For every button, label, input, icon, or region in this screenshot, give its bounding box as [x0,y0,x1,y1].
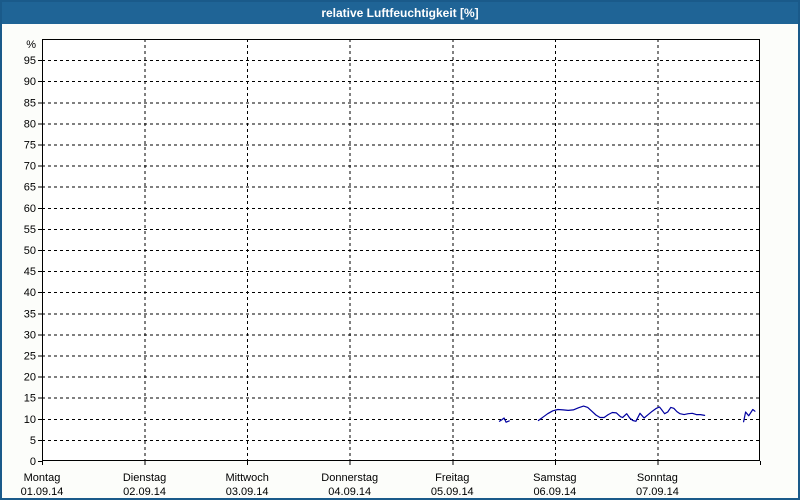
y-tick-label: 25 [24,351,36,363]
x-day-weekday-label: Mittwoch [225,472,268,484]
y-tick-label: 0 [30,456,36,468]
x-day-date-label: 04.09.14 [328,486,371,498]
axis-ticks [38,60,761,465]
window-title: relative Luftfeuchtigkeit [%] [2,2,798,24]
y-tick-label: 20 [24,372,36,384]
series-line-segment [537,405,706,422]
y-tick-label: 80 [24,118,36,130]
series-relative-luftfeuchtigkeit [498,405,756,423]
x-day-weekday-label: Sonntag [637,472,678,484]
y-tick-label: 85 [24,97,36,109]
x-axis-labels: Montag 01.09.14 Dienstag 02.09.14 Mittwoch 03… [21,472,679,498]
x-day-date-label: 05.09.14 [431,486,474,498]
y-axis-unit-label: % [26,39,36,51]
plot-area [42,39,760,461]
gridlines [42,39,760,461]
y-axis-labels: 0 5 10 15 20 25 30 35 40 45 50 55 60 65 70 75 80 85 90 95% [24,39,36,468]
y-tick-label: 90 [24,76,36,88]
plot-frame [42,39,760,461]
y-tick-label: 35 [24,308,36,320]
y-tick-label: 55 [24,224,36,236]
x-day-date-label: 02.09.14 [123,486,166,498]
x-day-date-label: 06.09.14 [533,486,576,498]
y-tick-label: 60 [24,203,36,215]
y-tick-label: 50 [24,245,36,257]
humidity-chart-svg: 0 5 10 15 20 25 30 35 40 45 50 55 60 65 70 75 80 85 90 95% M… [21,39,761,498]
y-tick-label: 10 [24,414,36,426]
series-line-segment [742,408,756,423]
x-day-date-label: 03.09.14 [226,486,269,498]
y-tick-label: 65 [24,182,36,194]
x-day-weekday-label: Freitag [435,472,469,484]
y-tick-label: 45 [24,266,36,278]
series-line-segment [498,417,510,423]
humidity-chart: 0 5 10 15 20 25 30 35 40 45 50 55 60 65 70 75 80 85 90 95% M… [2,24,798,498]
y-tick-label: 5 [30,435,36,447]
x-day-date-label: 07.09.14 [636,486,679,498]
x-day-weekday-label: Dienstag [123,472,166,484]
x-day-weekday-label: Samstag [533,472,576,484]
x-day-weekday-label: Donnerstag [321,472,378,484]
y-tick-label: 70 [24,161,36,173]
y-tick-label: 95 [24,55,36,67]
y-tick-label: 15 [24,393,36,405]
y-tick-label: 75 [24,140,36,152]
y-tick-label: 40 [24,287,36,299]
y-tick-label: 30 [24,329,36,341]
x-day-weekday-label: Montag [24,472,61,484]
x-day-date-label: 01.09.14 [21,486,64,498]
